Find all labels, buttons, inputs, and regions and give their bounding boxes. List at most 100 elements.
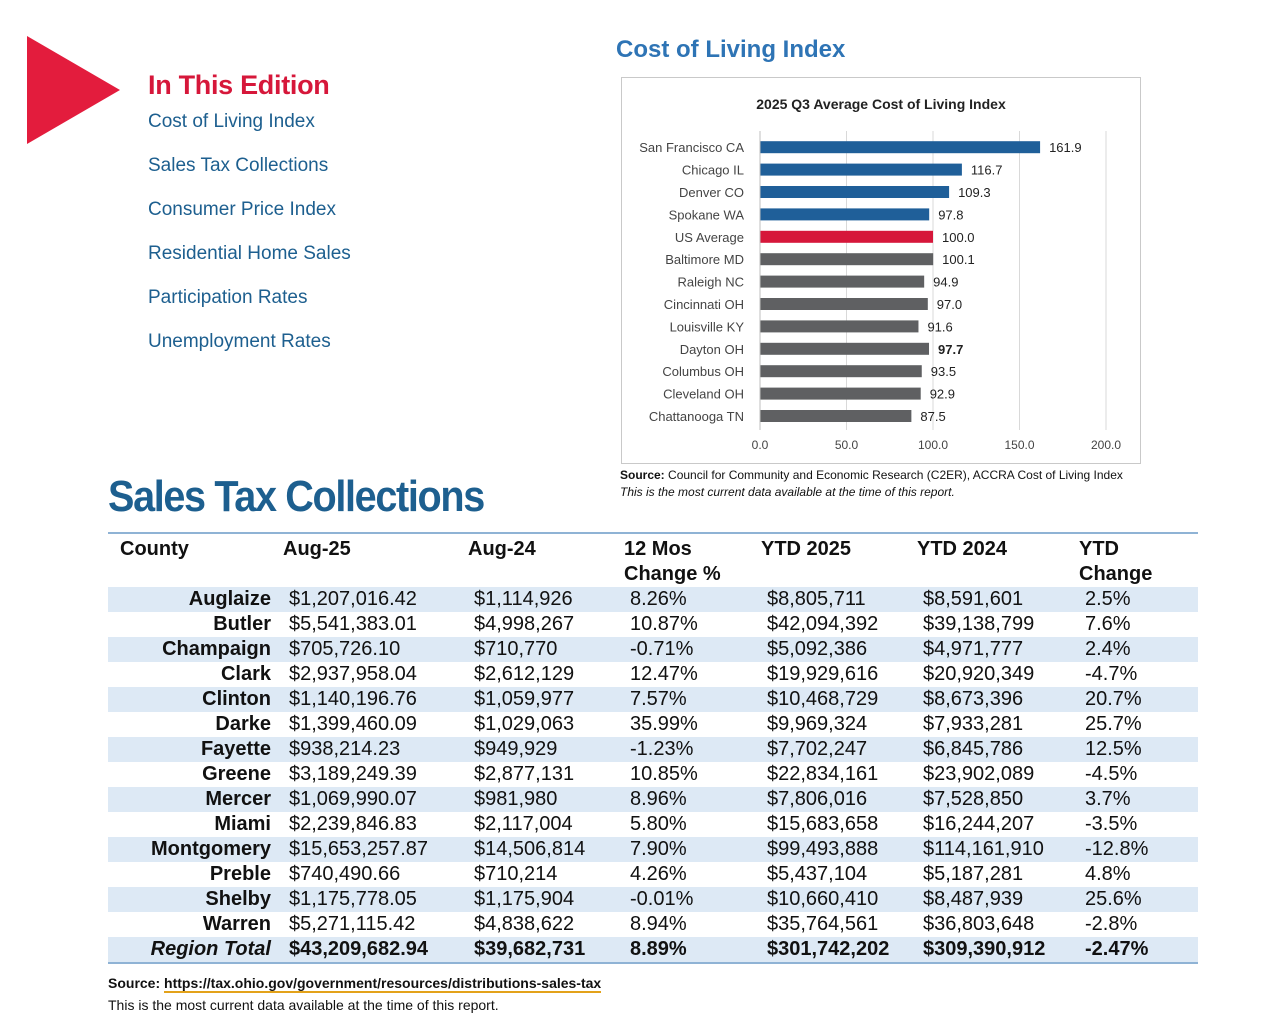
table-cell: $3,189,249.39: [289, 763, 417, 785]
table-row: Miami $2,239,846.83 $2,117,004 5.80% $15,683…: [108, 812, 1198, 837]
table-row: Darke $1,399,460.09 $1,029,063 35.99% $9,969…: [108, 712, 1198, 737]
table-cell: 10.85%: [630, 763, 698, 785]
sales-tax-body: Auglaize $1,207,016.42 $1,114,926 8.26% $8,8…: [108, 587, 1198, 963]
value-label: 161.9: [1049, 140, 1082, 155]
table-cell: $99,493,888: [767, 838, 879, 860]
edition-heading: In This Edition: [148, 70, 330, 100]
table-row: Auglaize $1,207,016.42 $1,114,926 8.26% $8,8…: [108, 587, 1198, 612]
st-source-link[interactable]: https://tax.ohio.gov/government/resource…: [164, 975, 602, 993]
table-cell: $2,877,131: [474, 763, 575, 785]
sales-tax-table: County Aug-25 Aug-24 12 Mos Change % YTD…: [108, 532, 1198, 964]
value-label: 94.9: [933, 275, 958, 290]
cost-of-living-source: Source: Council for Community and Econom…: [620, 467, 1123, 501]
cost-of-living-title: Cost of Living Index: [616, 36, 846, 63]
bar: [760, 275, 925, 288]
table-cell: $39,138,799: [923, 613, 1035, 635]
table-cell: 7.6%: [1085, 613, 1131, 635]
table-cell: 8.89%: [630, 938, 687, 960]
x-tick-label: 100.0: [918, 438, 948, 452]
table-row: Butler $5,541,383.01 $4,998,267 10.87% $42,0…: [108, 612, 1198, 637]
table-cell: $15,683,658: [767, 813, 879, 835]
st-source-label: Source:: [108, 975, 165, 991]
table-cell: $8,487,939: [923, 888, 1024, 910]
table-cell: 7.90%: [630, 838, 687, 860]
table-row: Preble $740,490.66 $710,214 4.26% $5,437,104…: [108, 862, 1198, 887]
table-cell: 5.80%: [630, 813, 687, 835]
bar: [760, 365, 922, 378]
category-label: Raleigh NC: [678, 275, 744, 290]
bar: [760, 208, 930, 221]
edition-link-cpi[interactable]: Consumer Price Index: [148, 199, 336, 220]
edition-link-home-sales[interactable]: Residential Home Sales: [148, 243, 351, 264]
value-label: 100.1: [942, 252, 975, 267]
value-label: 109.3: [958, 185, 991, 200]
table-cell: $981,980: [474, 788, 558, 810]
category-label: Cleveland OH: [663, 387, 744, 402]
table-cell: $1,114,926: [474, 588, 573, 610]
table-cell: 25.7%: [1085, 713, 1142, 735]
table-cell: $20,920,349: [923, 663, 1035, 685]
table-cell: $5,092,386: [767, 638, 868, 660]
table-cell: $710,770: [474, 638, 558, 660]
value-label: 97.0: [937, 297, 962, 312]
category-label: Baltimore MD: [665, 252, 744, 267]
table-cell: $1,175,778.05: [289, 888, 417, 910]
table-cell: $10,660,410: [767, 888, 879, 910]
table-cell: $1,029,063: [474, 713, 575, 735]
category-label: Columbus OH: [662, 364, 744, 379]
table-cell: -1.23%: [630, 738, 694, 760]
table-cell: -4.5%: [1085, 763, 1138, 785]
header-ytd-2024: YTD 2024: [917, 532, 1079, 587]
table-cell: $6,845,786: [923, 738, 1024, 760]
table-cell: $23,902,089: [923, 763, 1035, 785]
table-cell: $7,528,850: [923, 788, 1024, 810]
value-label: 87.5: [920, 409, 945, 424]
table-cell: $1,140,196.76: [289, 688, 417, 710]
table-cell: $1,069,990.07: [289, 788, 417, 810]
table-cell: $14,506,814: [474, 838, 586, 860]
table-header-row: County Aug-25 Aug-24 12 Mos Change % YTD…: [108, 532, 1198, 587]
header-12mos-change: 12 Mos Change %: [624, 532, 761, 587]
county-cell: Fayette: [200, 738, 271, 760]
x-tick-label: 150.0: [1004, 438, 1034, 452]
bar: [760, 387, 921, 400]
chart-svg: 2025 Q3 Average Cost of Living Index 0.0 5…: [639, 96, 1121, 452]
table-cell: $9,969,324: [767, 713, 868, 735]
table-cell: 7.57%: [630, 688, 687, 710]
category-label: Chattanooga TN: [649, 409, 744, 424]
table-row: Shelby $1,175,778.05 $1,175,904 -0.01% $10,6…: [108, 887, 1198, 912]
table-cell: $42,094,392: [767, 613, 879, 635]
bar: [760, 410, 912, 422]
table-cell: $309,390,912: [923, 938, 1046, 960]
table-cell: $1,175,904: [474, 888, 575, 910]
county-cell: Miami: [214, 813, 271, 835]
category-label: Spokane WA: [669, 207, 745, 222]
table-cell: $4,838,622: [474, 913, 575, 935]
table-cell: $301,742,202: [767, 938, 890, 960]
table-cell: -2.47%: [1085, 938, 1149, 960]
edition-link-unemployment[interactable]: Unemployment Rates: [148, 331, 331, 352]
county-cell: Clinton: [202, 688, 271, 710]
table-cell: $1,207,016.42: [289, 588, 417, 610]
table-cell: $7,806,016: [767, 788, 868, 810]
chart-title: 2025 Q3 Average Cost of Living Index: [756, 96, 1006, 112]
edition-link-sales-tax[interactable]: Sales Tax Collections: [148, 155, 329, 176]
table-cell: $43,209,682.94: [289, 938, 429, 960]
col-source-note: This is the most current data available …: [620, 485, 955, 499]
county-cell: Montgomery: [151, 838, 271, 860]
table-cell: $949,929: [474, 738, 558, 760]
table-row: Clinton $1,140,196.76 $1,059,977 7.57% $10,4…: [108, 687, 1198, 712]
table-cell: $2,612,129: [474, 663, 575, 685]
table-cell: 8.94%: [630, 913, 687, 935]
edition-link-cost-of-living[interactable]: Cost of Living Index: [148, 111, 315, 132]
table-cell: -4.7%: [1085, 663, 1138, 685]
edition-arrow-icon: [27, 36, 120, 144]
table-cell: 4.8%: [1085, 863, 1131, 885]
table-cell: $39,682,731: [474, 938, 586, 960]
edition-link-participation[interactable]: Participation Rates: [148, 287, 308, 308]
cost-of-living-chart: 2025 Q3 Average Cost of Living Index 0.0 5…: [621, 77, 1141, 464]
category-label: Chicago IL: [682, 163, 744, 178]
header-ytd-2025: YTD 2025: [761, 532, 917, 587]
bar: [760, 342, 930, 355]
county-cell: Greene: [202, 763, 271, 785]
